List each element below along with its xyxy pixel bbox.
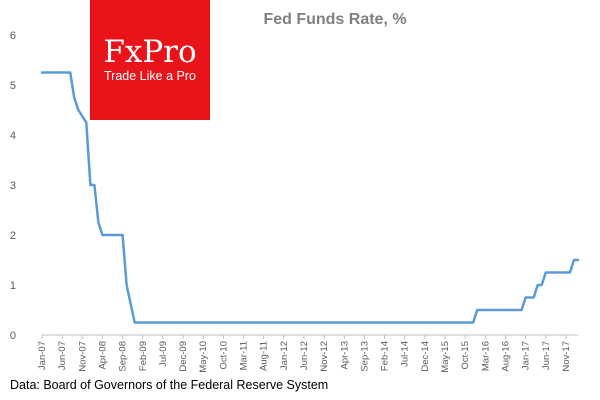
x-tick-label: Oct-10 — [218, 341, 229, 370]
x-tick-label: Feb-09 — [138, 341, 149, 371]
y-tick-label: 4 — [10, 130, 16, 142]
x-tick-label: Dec-09 — [178, 341, 189, 372]
x-tick-label: Sep-13 — [359, 341, 370, 372]
x-tick-label: Apr-08 — [97, 341, 108, 370]
x-tick-label: Apr-13 — [339, 341, 350, 370]
y-tick-label: 2 — [10, 230, 16, 242]
x-tick-label: Oct-15 — [460, 341, 471, 370]
chart-title: Fed Funds Rate, % — [263, 11, 406, 28]
x-tick-label: Jul-09 — [158, 341, 169, 367]
data-source: Data: Board of Governors of the Federal … — [10, 378, 328, 392]
series-layer — [40, 71, 580, 324]
x-tick-label: Aug-16 — [500, 341, 511, 372]
x-tick-label: Nov-07 — [77, 341, 88, 372]
x-tick-label: Mar-16 — [480, 341, 491, 371]
y-tick-label: 1 — [10, 280, 16, 292]
x-tick-label: Jul-14 — [400, 341, 411, 367]
fxpro-logo: FxPro Trade Like a Pro — [90, 0, 210, 120]
x-tick-label: Feb-14 — [380, 341, 391, 371]
x-tick-label: Jan-17 — [521, 341, 532, 370]
x-tick-label: Jan-12 — [279, 341, 290, 370]
x-tick-label: Dec-14 — [420, 341, 431, 372]
y-tick-label: 3 — [10, 180, 16, 192]
x-tick-label: Aug-11 — [259, 341, 270, 371]
y-tick-label: 0 — [10, 330, 16, 342]
y-tick-label: 5 — [10, 80, 16, 92]
x-tick-label: Nov-17 — [561, 341, 572, 372]
x-tick-label: Jun-07 — [57, 341, 68, 370]
x-tick-label: Sep-08 — [118, 341, 129, 372]
x-tick-label: May-15 — [440, 341, 451, 373]
y-tick-label: 6 — [10, 30, 16, 42]
logo-tagline: Trade Like a Pro — [104, 69, 196, 83]
logo-background — [90, 0, 210, 120]
logo-name: FxPro — [103, 34, 196, 70]
axes: 0 1 2 3 4 5 6 Jan-07 Jun-07 Nov-07 Apr-08 Sep-08 Feb… — [10, 30, 578, 373]
x-tick-label: Jun-17 — [541, 341, 552, 370]
x-tick-label: Nov-12 — [319, 341, 330, 372]
x-tick-label: Jun-12 — [299, 341, 310, 370]
x-tick-label: Jan-07 — [37, 341, 48, 370]
series-line-fed-funds-rate — [40, 71, 580, 324]
x-tick-label: Mar-11 — [239, 341, 250, 370]
x-tick-label: May-10 — [198, 341, 209, 373]
